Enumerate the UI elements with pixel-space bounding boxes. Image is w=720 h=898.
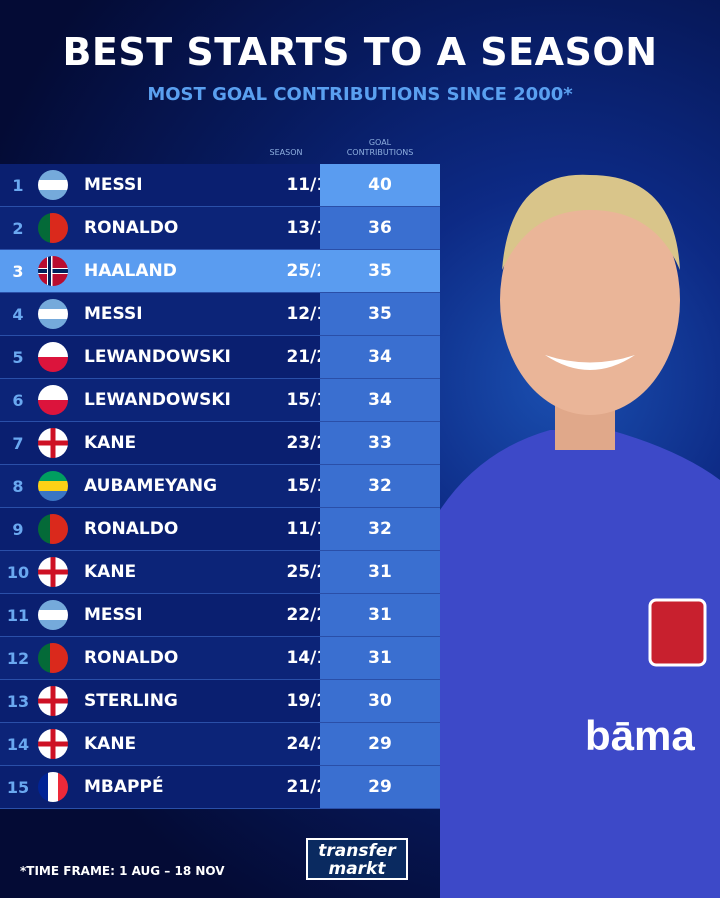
goal-contributions: 32 [320, 508, 440, 550]
player-name: LEWANDOWSKI [84, 347, 231, 367]
rank: 12 [6, 648, 30, 668]
table-row: 7 KANE 23/24 33 [0, 422, 440, 465]
table-row: 13 STERLING 19/20 30 [0, 680, 440, 723]
norway-flag-icon [38, 256, 68, 286]
player-name: STERLING [84, 691, 178, 711]
table-row: 9 RONALDO 11/12 32 [0, 508, 440, 551]
player-name: LEWANDOWSKI [84, 390, 231, 410]
logo-line-1: transfer [318, 841, 396, 861]
player-name: RONALDO [84, 519, 179, 539]
table-row: 6 LEWANDOWSKI 15/16 34 [0, 379, 440, 422]
table-row: 8 AUBAMEYANG 15/16 32 [0, 465, 440, 508]
goal-contributions: 33 [320, 422, 440, 464]
player-name: MESSI [84, 605, 143, 625]
player-name: RONALDO [84, 648, 179, 668]
player-name: HAALAND [84, 261, 177, 281]
rank: 14 [6, 734, 30, 754]
player-name: RONALDO [84, 218, 179, 238]
portugal-flag-icon [38, 213, 68, 243]
table-row: 10 KANE 25/26 31 [0, 551, 440, 594]
footnote: *TIME FRAME: 1 AUG – 18 NOV [20, 864, 225, 878]
player-name: AUBAMEYANG [84, 476, 218, 496]
goal-contributions: 36 [320, 207, 440, 249]
rank: 7 [12, 433, 24, 453]
argentina-flag-icon [38, 299, 68, 329]
table-row: 11 MESSI 22/23 31 [0, 594, 440, 637]
goal-contributions: 35 [320, 293, 440, 335]
table-row: 12 RONALDO 14/15 31 [0, 637, 440, 680]
goal-contributions: 40 [320, 164, 440, 206]
goal-contributions: 31 [320, 551, 440, 593]
rank: 3 [12, 261, 24, 281]
rank: 15 [6, 777, 30, 797]
goal-contributions: 34 [320, 379, 440, 421]
player-name: MESSI [84, 175, 143, 195]
page-title: BEST STARTS TO A SEASON [62, 30, 658, 74]
rank: 13 [6, 691, 30, 711]
poland-flag-icon [38, 385, 68, 415]
rank: 4 [12, 304, 24, 324]
england-flag-icon [38, 729, 68, 759]
player-name: KANE [84, 562, 137, 582]
transfermarkt-logo: transfer markt [306, 838, 408, 880]
player-name: KANE [84, 433, 137, 453]
player-name: MBAPPÉ [84, 777, 164, 797]
portugal-flag-icon [38, 514, 68, 544]
rank: 2 [12, 218, 24, 238]
england-flag-icon [38, 428, 68, 458]
goal-contributions: 34 [320, 336, 440, 378]
rank: 8 [12, 476, 24, 496]
argentina-flag-icon [38, 600, 68, 630]
ranking-table: 1 MESSI 11/12 40 2 RONALDO 13/14 36 3 HAAL… [0, 164, 440, 809]
table-row: 2 RONALDO 13/14 36 [0, 207, 440, 250]
poland-flag-icon [38, 342, 68, 372]
goal-contributions: 35 [320, 250, 440, 292]
england-flag-icon [38, 557, 68, 587]
season-header: SEASON [269, 148, 303, 157]
goal-contributions: 29 [320, 766, 440, 808]
gabon-flag-icon [38, 471, 68, 501]
rank: 9 [12, 519, 24, 539]
svg-text:bāma: bāma [585, 712, 695, 759]
table-row: 1 MESSI 11/12 40 [0, 164, 440, 207]
argentina-flag-icon [38, 170, 68, 200]
player-name: MESSI [84, 304, 143, 324]
goal-contributions: 30 [320, 680, 440, 722]
page-subtitle: MOST GOAL CONTRIBUTIONS SINCE 2000* [147, 84, 573, 105]
table-row: 5 LEWANDOWSKI 21/22 34 [0, 336, 440, 379]
goal-contributions: 32 [320, 465, 440, 507]
player-photo: bāma [440, 174, 720, 898]
table-row: 15 MBAPPÉ 21/22 29 [0, 766, 440, 809]
goal-contributions: 29 [320, 723, 440, 765]
goal-contributions: 31 [320, 637, 440, 679]
goal-contributions: 31 [320, 594, 440, 636]
table-row: 3 HAALAND 25/26 35 [0, 250, 440, 293]
table-row: 4 MESSI 12/13 35 [0, 293, 440, 336]
rank: 11 [6, 605, 30, 625]
france-flag-icon [38, 772, 68, 802]
rank: 10 [6, 562, 30, 582]
rank: 5 [12, 347, 24, 367]
table-row: 14 KANE 24/25 29 [0, 723, 440, 766]
goals-header: GOAL CONTRIBUTIONS [346, 138, 414, 157]
england-flag-icon [38, 686, 68, 716]
logo-line-2: markt [328, 859, 386, 879]
player-name: KANE [84, 734, 137, 754]
portugal-flag-icon [38, 643, 68, 673]
rank: 1 [12, 175, 24, 195]
rank: 6 [12, 390, 24, 410]
